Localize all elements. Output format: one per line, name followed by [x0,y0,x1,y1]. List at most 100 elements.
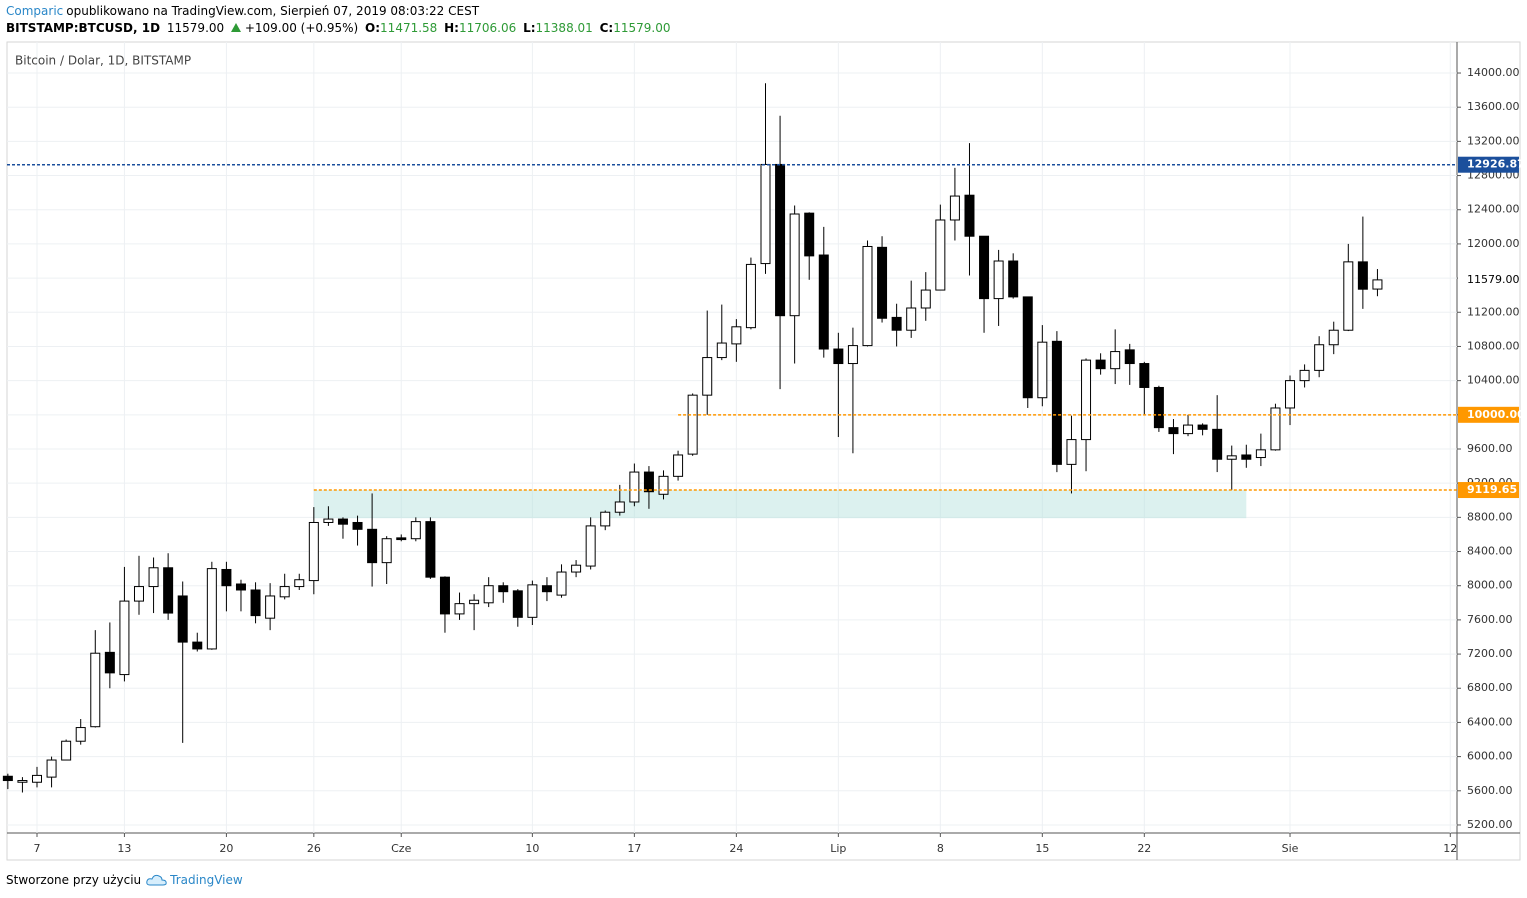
candle-body [133,586,144,602]
candle-body [949,195,960,221]
y-tick-label: 12400.00 [1467,203,1520,216]
candle-body [1168,427,1179,435]
level-label-bg [1458,482,1519,499]
candle-body [643,471,654,493]
y-tick-label: 6800.00 [1467,681,1513,694]
y-tick-label: 14000.00 [1467,66,1520,79]
candle-body [731,326,742,345]
x-tick-label: 12 [1443,842,1457,855]
candle-body [308,521,319,582]
candle-body [192,641,203,650]
last-price-label: 11579.00 [1467,273,1520,286]
candle-body [687,394,698,455]
candle-body [1314,344,1325,371]
candle-body [1212,428,1223,460]
candle-body [1270,407,1281,451]
candle-body [1357,261,1368,290]
candle-body [1343,261,1354,331]
candle-body [1241,454,1252,460]
candle-body [1255,449,1266,459]
candle-body [221,568,232,587]
level-label-bg [1458,156,1519,173]
candle-body [439,576,450,615]
candle-body [323,518,334,523]
last: 11579.00 [166,21,225,35]
candle-body [614,501,625,513]
y-tick-label: 7600.00 [1467,613,1513,626]
candle-body [1022,296,1033,399]
candle-body [425,521,436,578]
candle-body [1139,363,1150,388]
support-zone [313,490,1247,519]
x-tick-label: Sie [1282,842,1299,855]
candle-body [818,254,829,350]
candle-body [1285,380,1296,409]
candle-body [75,727,86,742]
candle-body [2,775,13,782]
footer: Stworzone przy użyciu TradingView [6,873,246,887]
candle-body [279,586,290,598]
x-tick-label: 17 [627,842,641,855]
x-tick-label: 7 [34,842,41,855]
y-tick-label: 7200.00 [1467,647,1513,660]
candle-body [1372,279,1383,290]
candle-body [760,163,771,265]
close: 11579.00 [613,21,671,35]
chart: 5200.00 5600.00 6000.00 6400.00 6800.00 7200.… [2,41,1525,861]
author[interactable]: Comparic [6,4,64,18]
candle-body [804,212,815,257]
candle-body [265,595,276,619]
candle-body [775,163,786,317]
candle-body [862,245,873,347]
candle-body [1095,359,1106,370]
candle-body [789,213,800,317]
publish-line: Comparic opublikowano na TradingView.com,… [6,4,482,18]
candle-body [469,599,480,605]
x-tick-label: 24 [729,842,743,855]
candle-body [177,595,188,643]
candle-body [906,307,917,331]
footer-text: Stworzone przy użyciu [6,873,142,887]
y-tick-label: 6400.00 [1467,715,1513,728]
candle-body [1153,386,1164,429]
y-tick-label: 11200.00 [1467,305,1520,318]
candle-body [1299,369,1310,382]
y-tick-label: 5200.00 [1467,818,1513,831]
candle-body [1226,455,1237,460]
footer-brand[interactable]: TradingView [170,873,243,887]
y-tick-label: 13600.00 [1467,100,1520,113]
x-tick-label: 15 [1035,842,1049,855]
open-label: O: [365,21,381,35]
candle-body [61,740,72,761]
candle-body [1183,424,1194,435]
level-label: 12926.87 [1467,158,1525,171]
level-label-bg [1458,406,1519,423]
low: 11388.01 [535,21,593,35]
candle-body [512,590,523,618]
candle-body [541,585,552,593]
x-tick-label: 8 [937,842,944,855]
y-tick-label: 12000.00 [1467,237,1520,250]
candle-body [702,357,713,396]
up-arrow [230,23,241,32]
candle-body [1037,341,1048,399]
candle-body [119,600,130,676]
y-tick-label: 8800.00 [1467,510,1513,523]
candle-body [847,345,858,365]
y-tick-label: 8000.00 [1467,579,1513,592]
candle-body [600,511,611,527]
candle-body [1124,349,1135,365]
candle-body [250,589,261,617]
y-tick-label: 6000.00 [1467,750,1513,763]
candle-body [877,246,888,319]
candle-body [1081,359,1092,441]
low-label: L: [523,21,536,35]
x-tick-label: 22 [1137,842,1151,855]
candle-body [46,759,57,778]
candle-body [206,568,217,650]
logo [146,874,167,886]
candle-body [556,571,567,596]
y-tick-label: 8400.00 [1467,545,1513,558]
candle-body [1008,260,1019,298]
